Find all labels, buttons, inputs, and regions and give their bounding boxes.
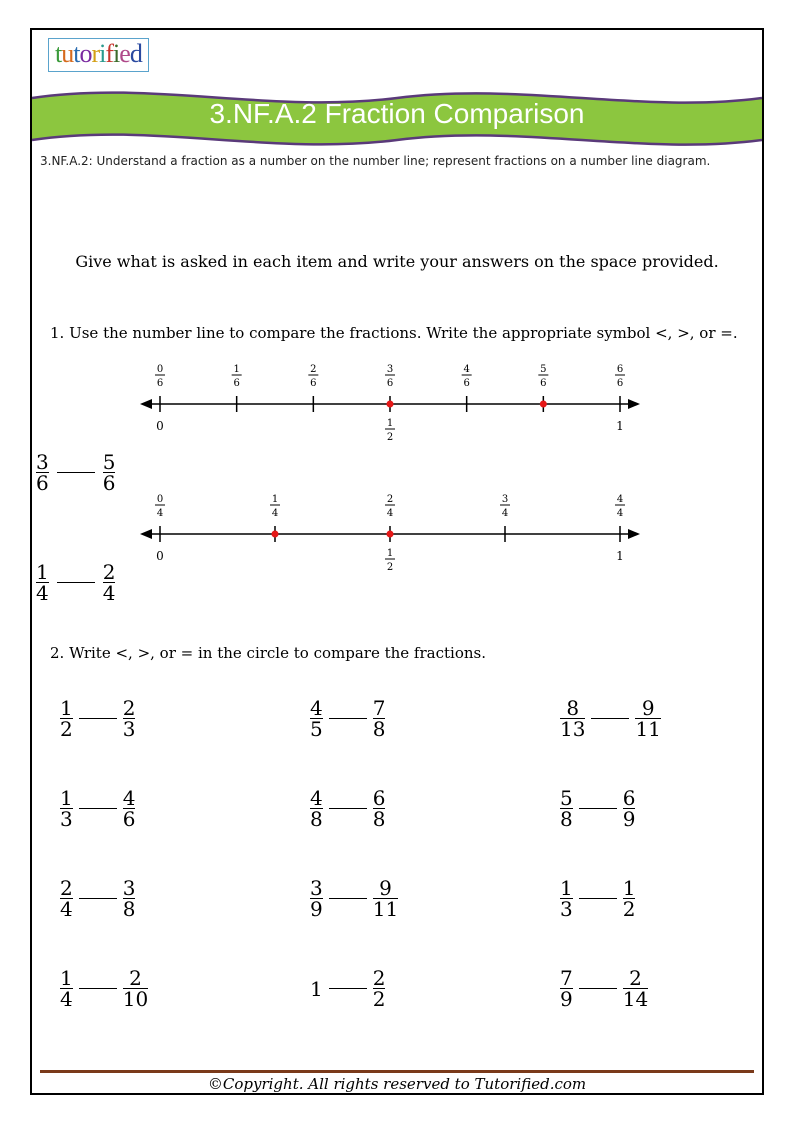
compare-pair-a: 3656	[36, 452, 115, 493]
svg-text:4: 4	[387, 508, 393, 519]
svg-text:4: 4	[617, 494, 623, 505]
svg-text:1: 1	[387, 548, 393, 559]
standard-text: 3.NF.A.2: Understand a fraction as a num…	[40, 154, 754, 168]
q2-item: 14210	[60, 968, 148, 1009]
svg-text:6: 6	[540, 378, 546, 389]
svg-text:3: 3	[502, 494, 508, 505]
svg-text:4: 4	[617, 508, 623, 519]
svg-text:1: 1	[616, 549, 624, 563]
logo: tutorified	[48, 38, 149, 72]
q2-item: 4578	[310, 698, 385, 739]
question-2-prompt: 2. Write <, >, or = in the circle to com…	[50, 644, 744, 662]
svg-text:0: 0	[157, 494, 163, 505]
svg-text:4: 4	[157, 508, 163, 519]
svg-text:0: 0	[156, 549, 164, 563]
footer-rule	[40, 1070, 754, 1073]
instruction-text: Give what is asked in each item and writ…	[0, 252, 794, 271]
q2-item: 1312	[560, 878, 635, 919]
q2-item: 79214	[560, 968, 648, 1009]
number-line-a: 0 6 0 1 6 2 6 3 6 1 2 4 6 5 6 6 6 1	[140, 360, 640, 450]
svg-text:2: 2	[310, 364, 316, 375]
svg-text:4: 4	[502, 508, 508, 519]
svg-text:6: 6	[387, 378, 393, 389]
q2-item: 2438	[60, 878, 135, 919]
number-line-b: 0 4 0 1 4 2 4 1 2 3 4 4 4 1	[140, 490, 640, 580]
svg-text:0: 0	[157, 364, 163, 375]
svg-text:2: 2	[387, 494, 393, 505]
svg-text:1: 1	[616, 419, 624, 433]
svg-text:1: 1	[233, 364, 239, 375]
svg-text:5: 5	[540, 364, 546, 375]
svg-text:2: 2	[387, 432, 393, 443]
q2-item: 39911	[310, 878, 398, 919]
q2-item: 122	[310, 968, 385, 1009]
svg-text:3: 3	[387, 364, 393, 375]
svg-text:6: 6	[463, 378, 469, 389]
svg-text:6: 6	[157, 378, 163, 389]
q2-item: 4868	[310, 788, 385, 829]
svg-text:4: 4	[272, 508, 278, 519]
title-banner: 3.NF.A.2 Fraction Comparison	[32, 84, 762, 150]
banner-title: 3.NF.A.2 Fraction Comparison	[32, 98, 762, 130]
svg-text:6: 6	[617, 364, 623, 375]
svg-text:1: 1	[387, 418, 393, 429]
footer-text: ©Copyright. All rights reserved to Tutor…	[0, 1075, 794, 1093]
svg-text:2: 2	[387, 562, 393, 573]
svg-text:4: 4	[463, 364, 469, 375]
svg-text:1: 1	[272, 494, 278, 505]
q2-item: 813911	[560, 698, 661, 739]
q2-item: 5869	[560, 788, 635, 829]
svg-text:0: 0	[156, 419, 164, 433]
question-1-prompt: 1. Use the number line to compare the fr…	[50, 324, 744, 342]
svg-text:6: 6	[233, 378, 239, 389]
compare-pair-b: 1424	[36, 562, 115, 603]
q2-item: 1346	[60, 788, 135, 829]
q2-item: 1223	[60, 698, 135, 739]
svg-text:6: 6	[617, 378, 623, 389]
svg-text:6: 6	[310, 378, 316, 389]
